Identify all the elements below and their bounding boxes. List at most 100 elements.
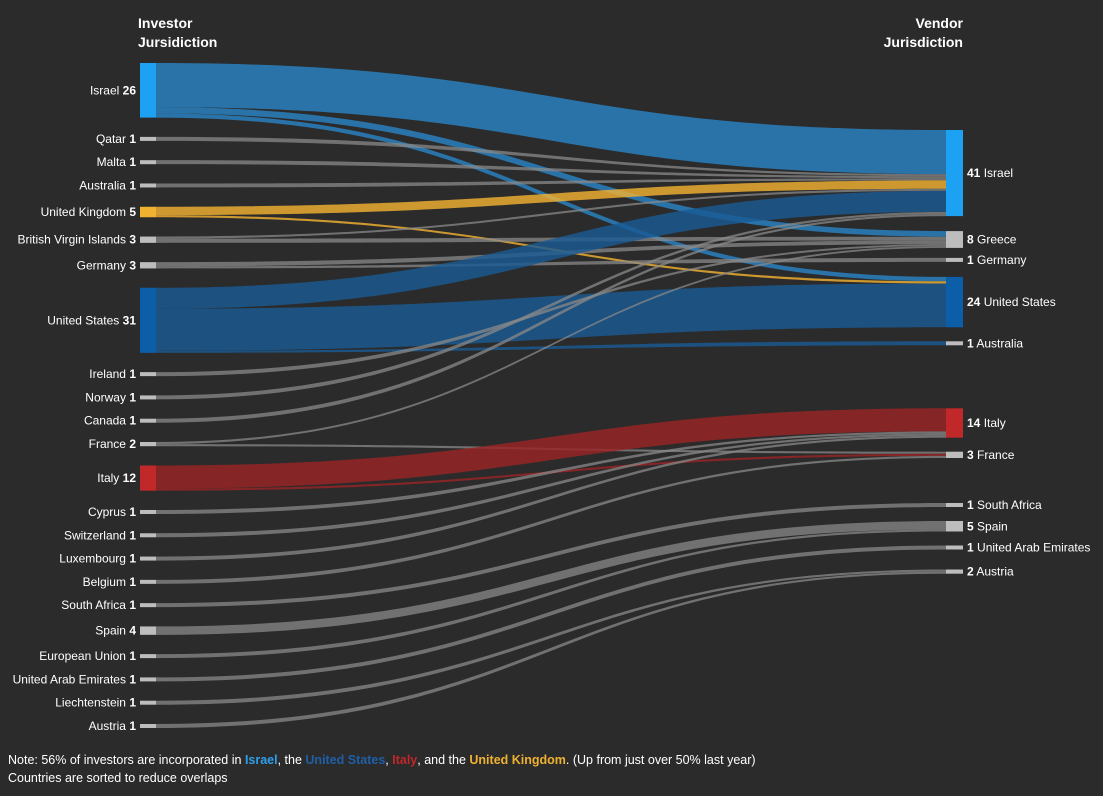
target-node-australia	[946, 341, 963, 346]
target-label-greece: 8 Greece	[967, 233, 1017, 247]
flow-norway-to-israel	[156, 211, 946, 400]
flow-germany-to-germany	[156, 257, 946, 269]
source-node-united-arab-emirates	[140, 677, 156, 682]
source-label-liechtenstein: Liechtenstein 1	[55, 696, 136, 710]
source-label-australia: Australia 1	[79, 178, 136, 192]
target-label-france: 3 France	[967, 448, 1015, 462]
source-label-israel: Israel 26	[90, 83, 136, 97]
source-node-norway	[140, 395, 156, 400]
source-label-spain: Spain 4	[95, 624, 136, 638]
source-label-european-union: European Union 1	[39, 649, 136, 663]
source-label-ireland: Ireland 1	[89, 367, 136, 381]
flow-canada-to-israel	[156, 214, 946, 423]
flow-belgium-to-france	[156, 455, 946, 584]
source-node-luxembourg	[140, 556, 156, 561]
flow-switzerland-to-italy	[156, 433, 946, 538]
nodes	[140, 63, 963, 728]
source-node-switzerland	[140, 533, 156, 538]
target-label-united-states: 24 United States	[967, 295, 1056, 309]
target-node-south-africa	[946, 503, 963, 507]
left-header-line1: Investor	[138, 15, 193, 31]
flow-united-kingdom-to-israel	[156, 180, 946, 216]
flow-luxembourg-to-italy	[156, 435, 946, 561]
target-label-spain: 5 Spain	[967, 519, 1008, 533]
sankey-diagram: Israel 26 Qatar 1 Malta 1 Australia 1 United…	[13, 15, 1091, 733]
source-node-austria	[140, 724, 156, 728]
source-label-italy: Italy 12	[97, 471, 136, 485]
source-node-liechtenstein	[140, 700, 156, 705]
note-italy: Italy	[392, 753, 418, 767]
flow-south-africa-to-south-africa	[156, 503, 946, 608]
flow-france-to-greece	[156, 246, 946, 445]
flow-italy-to-italy	[156, 408, 946, 489]
note-suffix: . (Up from just over 50% last year)	[565, 753, 756, 767]
flow-malta-to-israel	[156, 160, 946, 179]
source-label-canada: Canada 1	[84, 414, 136, 428]
source-node-united-kingdom	[140, 206, 156, 218]
note-sep1: , the	[277, 753, 306, 767]
flow-links	[156, 63, 946, 728]
target-label-south-africa: 1 South Africa	[967, 498, 1042, 512]
right-header-line1: Vendor	[916, 15, 964, 31]
target-node-germany	[946, 257, 963, 262]
flow-austria-to-austria	[156, 571, 946, 728]
source-node-qatar	[140, 136, 156, 141]
flow-british-virgin-islands-to-israel	[156, 188, 946, 239]
source-node-australia	[140, 183, 156, 188]
source-label-austria: Austria 1	[89, 719, 137, 733]
source-label-united-kingdom: United Kingdom 5	[41, 205, 137, 219]
target-label-germany: 1 Germany	[967, 253, 1026, 267]
source-node-belgium	[140, 579, 156, 584]
column-headers: Investor Jursidiction Vendor Jurisdictio…	[138, 15, 964, 50]
source-label-united-states: United States 31	[47, 313, 136, 327]
source-node-israel	[140, 63, 156, 118]
note-united-kingdom: United Kingdom	[469, 753, 566, 767]
source-label-luxembourg: Luxembourg 1	[59, 552, 136, 566]
target-label-australia: 1 Australia	[967, 336, 1023, 350]
target-node-greece	[946, 231, 963, 248]
flow-european-union-to-spain	[156, 529, 946, 659]
note-united-states: United States	[305, 753, 386, 767]
flow-israel-to-israel	[156, 63, 946, 175]
note-sep3: , and the	[417, 753, 470, 767]
source-label-france: France 2	[89, 437, 137, 451]
source-label-british-virgin-islands: British Virgin Islands 3	[17, 233, 136, 247]
target-node-united-states	[946, 276, 963, 328]
source-node-france	[140, 442, 156, 447]
source-label-germany: Germany 3	[77, 258, 137, 272]
footnote: Note: 56% of investors are incorporated …	[8, 751, 756, 787]
left-header-line2: Jursidiction	[138, 34, 217, 50]
flow-ireland-to-greece	[156, 244, 946, 377]
flow-cyprus-to-italy	[156, 431, 946, 514]
note-sep2: ,	[385, 753, 393, 767]
flow-united-arab-emirates-to-united-arab-emirates	[156, 545, 946, 682]
source-node-united-states	[140, 287, 156, 353]
source-label-belgium: Belgium 1	[83, 575, 137, 589]
source-label-cyprus: Cyprus 1	[88, 505, 136, 519]
source-node-malta	[140, 160, 156, 165]
source-label-qatar: Qatar 1	[96, 132, 136, 146]
source-node-canada	[140, 418, 156, 423]
target-label-united-arab-emirates: 1 United Arab Emirates	[967, 541, 1090, 555]
flow-qatar-to-israel	[156, 136, 946, 177]
target-label-austria: 2 Austria	[967, 565, 1014, 579]
flow-spain-to-spain	[156, 521, 946, 635]
source-label-united-arab-emirates: United Arab Emirates 1	[13, 672, 137, 686]
flow-australia-to-israel	[156, 178, 946, 188]
note-israel: Israel	[244, 753, 278, 767]
source-node-european-union	[140, 654, 156, 659]
source-node-ireland	[140, 372, 156, 377]
source-node-germany	[140, 262, 156, 269]
flow-israel-to-greece	[156, 107, 946, 237]
flow-united-states-to-israel	[156, 190, 946, 309]
target-node-israel	[946, 130, 963, 217]
source-label-norway: Norway 1	[85, 390, 136, 404]
right-header-line2: Jurisdiction	[884, 34, 963, 50]
source-node-south-africa	[140, 603, 156, 608]
source-node-spain	[140, 626, 156, 635]
note-prefix: Note: 56% of investors are incorporated …	[8, 753, 245, 767]
flow-united-states-to-australia	[156, 341, 946, 353]
source-node-italy	[140, 465, 156, 491]
footnote-line1: Note: 56% of investors are incorporated …	[8, 751, 756, 769]
target-node-italy	[946, 408, 963, 438]
